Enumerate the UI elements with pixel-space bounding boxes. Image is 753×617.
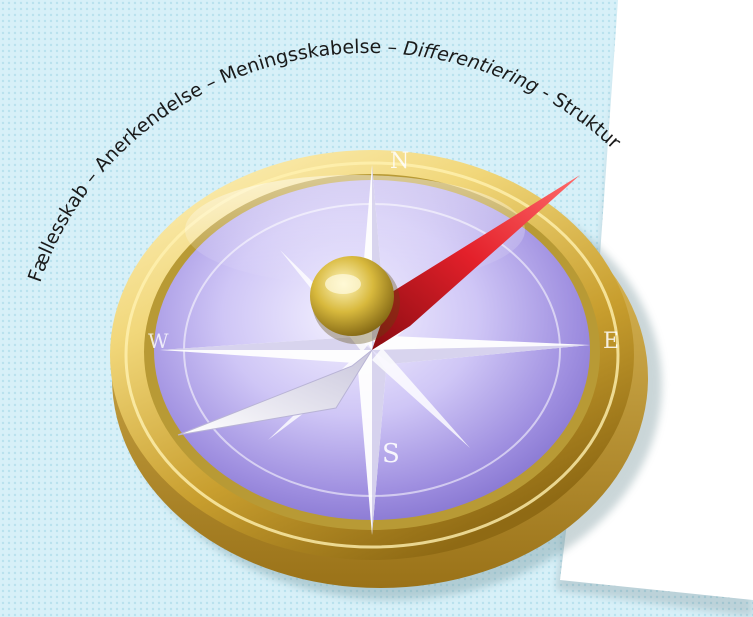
- east-letter: E: [603, 329, 619, 354]
- south-letter: S: [382, 439, 400, 469]
- north-letter: N: [390, 149, 409, 174]
- compass-hub: [310, 256, 394, 336]
- west-letter: W: [148, 329, 169, 353]
- compass-needle: [177, 175, 580, 436]
- compass-icon: N S E W: [110, 149, 662, 600]
